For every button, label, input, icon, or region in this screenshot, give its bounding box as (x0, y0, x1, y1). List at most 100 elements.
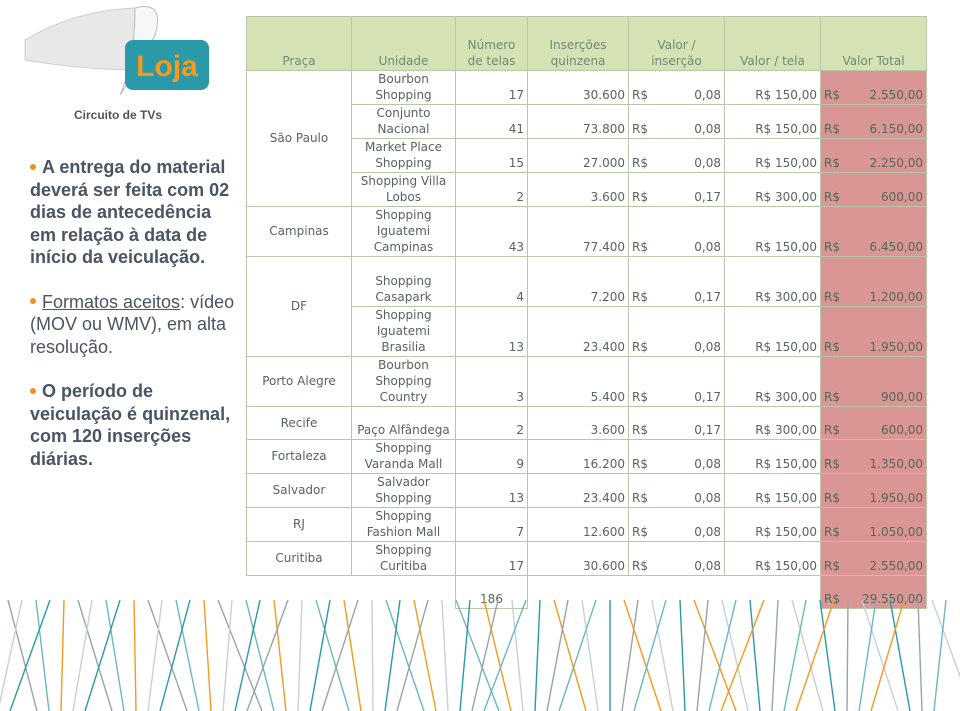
deco-line (931, 600, 960, 678)
table-cell: Conjunto Nacional (351, 104, 456, 139)
deco-line (72, 600, 93, 711)
deco-line (343, 600, 362, 711)
table-cell: R$ 150,00 (724, 104, 821, 139)
header-row: Praça Unidade Número de telas Inserções qui… (246, 16, 927, 71)
total-value: R$ 29.550,00 (820, 575, 927, 609)
bullet-dot (30, 163, 36, 170)
table-row: Shopping Iguatemi Brasilia 13 23.400 R$ 0,0… (247, 306, 927, 357)
deco-line (858, 600, 877, 711)
header-cell: Unidade (351, 16, 456, 71)
table-cell: 5.400 (527, 356, 629, 407)
praca-cell: Campinas (246, 206, 352, 257)
table-cell: R$ 600,00 (820, 406, 927, 440)
table-cell: 30.600 (527, 70, 629, 105)
deco-line (696, 600, 709, 711)
table-cell: 17 (455, 70, 528, 105)
deco-line (471, 600, 499, 711)
bullet-dot (30, 298, 36, 305)
bullet: O período de veiculação é quinzenal, com… (30, 380, 240, 470)
price-table: Praça Unidade Número de telas Inserções qui… (246, 16, 927, 609)
deco-line (889, 600, 911, 711)
table-cell: 15 (455, 138, 528, 173)
deco-line (917, 600, 923, 711)
table-cell: R$ 1.950,00 (820, 473, 927, 508)
deco-line (0, 600, 23, 706)
deco-line (720, 600, 765, 711)
table-cell: 3.600 (527, 172, 629, 207)
table-cell: R$ 0,08 (628, 306, 725, 357)
table-cell: Shopping Villa Lobos (351, 172, 456, 207)
deco-line (623, 600, 662, 711)
table-cell: R$ 0,17 (628, 172, 725, 207)
deco-line (246, 600, 289, 711)
table-cell: R$ 0,08 (628, 439, 725, 474)
table-row: Recife Paço Alfândega 2 3.600 R$ 0,17 R$ 300,… (246, 406, 927, 440)
table-cell: R$ 0,17 (628, 356, 725, 407)
table-cell: R$ 1.350,00 (820, 439, 927, 474)
table-cell: R$ 900,00 (820, 356, 927, 407)
table-cell: 30.600 (527, 541, 629, 576)
bullet-text: : vídeo (MOV ou WMV), em alta resolução. (30, 291, 235, 357)
table-cell: 77.400 (527, 206, 629, 257)
table-cell: R$ 300,00 (724, 356, 821, 407)
deco-line (553, 600, 587, 711)
table-cell: 23.400 (527, 473, 629, 508)
deco-line (309, 600, 331, 711)
deco-line (679, 600, 686, 711)
bullet-list: A entrega do material deverá ser feita c… (30, 156, 240, 492)
table-cell: Shopping Fashion Mall (351, 507, 456, 542)
table-row: RJ Shopping Fashion Mall 7 12.600 R$ 0,08 R$ … (246, 507, 927, 542)
deco-line (273, 600, 287, 711)
table-cell: Shopping Casapark (351, 256, 456, 307)
table-row: São Paulo Bourbon Shopping 17 30.600 R$ 0,08… (246, 70, 927, 207)
praca-cell: Salvador (246, 473, 352, 508)
table-cell: 43 (455, 206, 528, 257)
table-row: Market Place Shopping 15 27.000 R$ 0,08 R$ 1… (247, 138, 927, 173)
table-cell: 3 (455, 356, 528, 407)
table-cell: R$ 2.550,00 (820, 541, 927, 576)
praca-cell: Curitiba (246, 541, 352, 576)
deco-line (385, 600, 425, 711)
table-cell: R$ 0,08 (628, 541, 725, 576)
table-cell: 4 (455, 256, 528, 307)
praca-cell: DF (246, 256, 352, 357)
deco-line (203, 600, 212, 711)
deco-line (175, 600, 200, 711)
table-cell: R$ 2.250,00 (820, 138, 927, 173)
table-cell: R$ 300,00 (724, 406, 821, 440)
bullet-text: O período de veiculação é quinzenal, com… (30, 381, 231, 469)
bullet-text: A entrega do material deverá ser feita c… (30, 157, 230, 267)
table-cell: R$ 0,08 (628, 507, 725, 542)
table-cell: Market Place Shopping (351, 138, 456, 173)
table-cell: Shopping Iguatemi Campinas (351, 206, 456, 257)
deco-line (819, 600, 836, 711)
link[interactable]: Formatos aceitos (42, 291, 181, 312)
table-cell: Paço Alfândega (351, 406, 456, 440)
table-cell: Salvador Shopping (351, 473, 456, 508)
table-cell: 12.600 (527, 507, 629, 542)
praca-cell: Recife (246, 406, 352, 440)
deco-line (7, 600, 38, 711)
table-cell: R$ 6.150,00 (820, 104, 927, 139)
table-cell: R$ 2.550,00 (820, 70, 927, 105)
praca-cell: Fortaleza (246, 439, 352, 474)
deco-line (483, 600, 527, 711)
table-cell: 17 (455, 541, 528, 576)
deco-line (105, 600, 125, 711)
table-cell: 7.200 (527, 256, 629, 307)
table-cell: R$ 150,00 (724, 206, 821, 257)
deco-line (621, 600, 639, 711)
deco-line (77, 600, 113, 711)
deco-line (846, 600, 849, 711)
table-cell: Shopping Curitiba (351, 541, 456, 576)
header-cell: Praça (246, 16, 352, 71)
table-cell: 13 (455, 306, 528, 357)
deco-line (546, 600, 569, 711)
deco-line (693, 600, 737, 711)
table-row: Conjunto Nacional 41 73.800 R$ 0,08 R$ 150,0… (247, 104, 927, 139)
deco-line (222, 600, 233, 711)
table-cell: R$ 0,17 (628, 406, 725, 440)
deco-line (581, 600, 599, 711)
table-cell: R$ 0,08 (628, 104, 725, 139)
table-cell: 3.600 (527, 406, 629, 440)
